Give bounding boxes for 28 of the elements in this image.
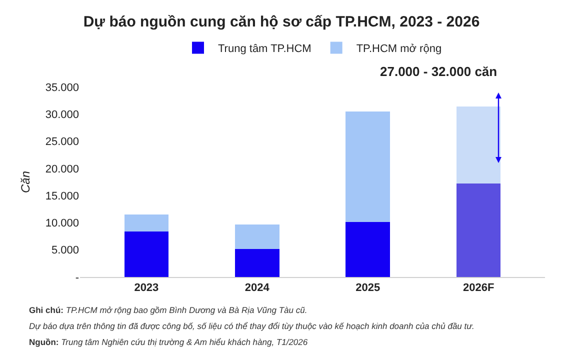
chart-title: Dự báo nguồn cung căn hộ sơ cấp TP.HCM, 2023 - 2026 (83, 14, 480, 31)
text: 27.000 - 32.000 căn (380, 64, 498, 79)
text: Dự báo dựa trên thông tin đã được công bố, số liệu có thể thay đổi tùy thuộc vào kế hoạch kinh doanh của chủ đầu tư. (29, 321, 474, 331)
bar (346, 222, 390, 277)
y-tick-label: 15.000 (45, 190, 79, 202)
y-tick-label: 25.000 (45, 136, 79, 148)
legend-label: TP.HCM mở rộng (356, 43, 442, 56)
legend-label: Trung tâm TP.HCM (218, 43, 312, 56)
y-tick-label: 20.000 (45, 163, 79, 176)
y-tick-label: 35.000 (45, 82, 79, 94)
x-tick-label: 2023 (134, 282, 159, 294)
x-tick-label: 2026F (462, 282, 494, 294)
bar (235, 224, 280, 249)
bar (456, 106, 501, 184)
x-tick-label: 2025 (356, 282, 380, 294)
text: Nguồn: Trung tâm Nghiên cứu thị trường & Am hiểu khách hàng, T1/2026 (29, 337, 308, 347)
bar (346, 111, 390, 222)
text: Ghi chú: TP.HCM mở rộng bao gồm Bình Dương và Bà Rịa Vũng Tàu cũ. (29, 305, 308, 315)
y-tick-label: 5.000 (51, 244, 79, 257)
y-tick-label: - (75, 272, 80, 284)
bar (124, 231, 169, 277)
bar (456, 184, 501, 277)
y-axis-title: Căn (18, 170, 33, 194)
y-tick-label: 30.000 (45, 108, 79, 121)
bar (124, 214, 169, 232)
bar (235, 248, 280, 277)
x-tick-label: 2024 (244, 282, 270, 294)
y-tick-label: 10.000 (45, 218, 79, 230)
